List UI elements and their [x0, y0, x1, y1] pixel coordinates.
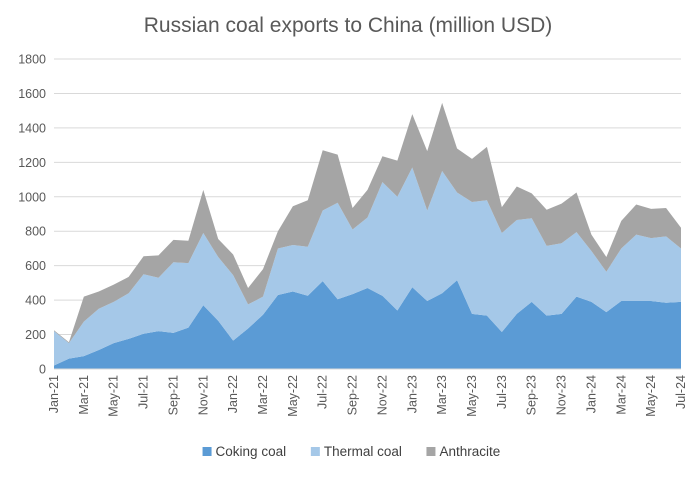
axes: 0 200 400 600 800 1000 1200 1400 1600 1800 Jan-21 M…	[18, 53, 688, 417]
legend-label: Anthracite	[439, 444, 500, 459]
x-tick-label: May-21	[107, 375, 121, 417]
x-tick-label: Sep-21	[166, 375, 180, 415]
x-tick-label: Mar-22	[256, 375, 270, 415]
area-coking-coal	[54, 280, 681, 369]
x-tick-label: Jan-24	[584, 375, 598, 413]
x-tick-label: Jul-24	[674, 375, 688, 409]
y-tick-label: 1800	[18, 53, 46, 67]
x-tick-label: Sep-23	[525, 375, 539, 415]
x-tick-label: Nov-21	[196, 375, 210, 415]
x-tick-label: Jan-22	[226, 375, 240, 413]
x-tick-label: Jul-21	[137, 375, 151, 409]
chart-title: Russian coal exports to China (million U…	[144, 14, 553, 37]
y-tick-label: 0	[39, 363, 46, 377]
y-tick-label: 1600	[18, 87, 46, 101]
y-tick-label: 600	[25, 259, 46, 273]
x-tick-label: Jul-23	[495, 375, 509, 409]
x-tick-label: Jul-22	[316, 375, 330, 409]
y-tick-label: 1200	[18, 156, 46, 170]
legend-label: Thermal coal	[324, 444, 402, 459]
x-tick-label: Jan-21	[47, 375, 61, 413]
x-tick-label: Mar-21	[77, 375, 91, 415]
legend-swatch	[202, 447, 212, 456]
x-tick-label: Mar-24	[614, 375, 628, 415]
x-tick-label: Nov-22	[375, 375, 389, 415]
y-tick-label: 200	[25, 328, 46, 342]
x-tick-label: May-22	[286, 375, 300, 417]
x-tick-label: Mar-23	[435, 375, 449, 415]
legend: Coking coal Thermal coal Anthracite	[202, 444, 500, 459]
y-tick-label: 400	[25, 294, 46, 308]
legend-label: Coking coal	[216, 444, 287, 459]
y-tick-label: 1000	[18, 190, 46, 204]
x-tick-label: Sep-22	[346, 375, 360, 415]
x-tick-label: May-23	[465, 375, 479, 417]
x-tick-label: Nov-23	[555, 375, 569, 415]
area-anthracite	[54, 102, 681, 344]
legend-swatch	[426, 447, 436, 456]
area-thermal-coal	[54, 167, 681, 366]
x-tick-label: Jan-23	[405, 375, 419, 413]
y-tick-label: 800	[25, 225, 46, 239]
y-tick-label: 1400	[18, 121, 46, 135]
x-tick-label: May-24	[644, 375, 658, 417]
legend-swatch	[310, 447, 320, 456]
stacked-areas	[54, 102, 681, 369]
